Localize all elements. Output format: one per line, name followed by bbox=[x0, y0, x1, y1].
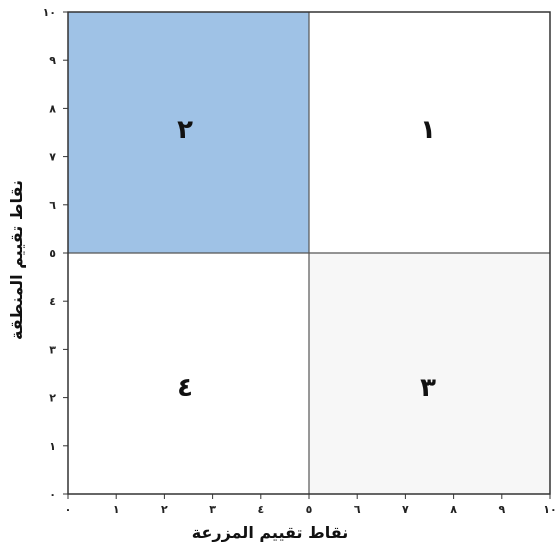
y-axis-title: نقاط تقييم المنطقة bbox=[7, 180, 26, 340]
y-tick-label: ١ bbox=[49, 440, 56, 453]
quadrant-1-label: ١ bbox=[420, 115, 436, 145]
y-tick-label: ٨ bbox=[49, 102, 56, 115]
x-tick-label: ٨ bbox=[450, 503, 457, 516]
quadrant-4-box bbox=[68, 253, 309, 494]
x-tick-label: ٧ bbox=[402, 503, 409, 516]
x-tick-label: ٥ bbox=[306, 503, 313, 516]
y-tick-label: ٩ bbox=[49, 54, 56, 67]
quadrant-4-label: ٤ bbox=[177, 373, 193, 403]
quadrant-3-label: ٣ bbox=[420, 373, 436, 403]
y-tick-label: ٠ bbox=[49, 488, 56, 501]
y-tick-label: ١٠ bbox=[43, 6, 56, 19]
x-tick-label: ٠ bbox=[65, 503, 72, 516]
quadrant-2-label: ٢ bbox=[177, 115, 193, 145]
quadrant-3-box bbox=[309, 253, 550, 494]
quadrant-1-box bbox=[309, 12, 550, 253]
y-axis-ticks: ٠ ١ ٢ ٣ ٤ ٥ ٦ ٧ ٨ ٩ ١٠ bbox=[43, 6, 68, 501]
quadrant-2-box bbox=[67, 11, 310, 254]
y-tick-label: ٦ bbox=[49, 199, 56, 212]
x-tick-label: ١ bbox=[113, 503, 120, 516]
y-tick-label: ٥ bbox=[49, 247, 56, 260]
x-axis-title: نقاط تقييم المزرعة bbox=[192, 523, 348, 542]
x-tick-label: ٩ bbox=[498, 503, 505, 516]
x-tick-label: ٢ bbox=[161, 503, 168, 516]
y-tick-label: ٢ bbox=[49, 392, 56, 405]
x-tick-label: ١٠ bbox=[543, 503, 556, 516]
x-axis-ticks: ٠ ١ ٢ ٣ ٤ ٥ ٦ ٧ ٨ ٩ ١٠ bbox=[65, 494, 557, 516]
x-tick-label: ٦ bbox=[354, 503, 361, 516]
y-tick-label: ٣ bbox=[49, 343, 56, 356]
y-tick-label: ٤ bbox=[49, 295, 56, 308]
x-tick-label: ٤ bbox=[257, 503, 264, 516]
y-tick-label: ٧ bbox=[49, 151, 56, 164]
x-tick-label: ٣ bbox=[209, 503, 216, 516]
